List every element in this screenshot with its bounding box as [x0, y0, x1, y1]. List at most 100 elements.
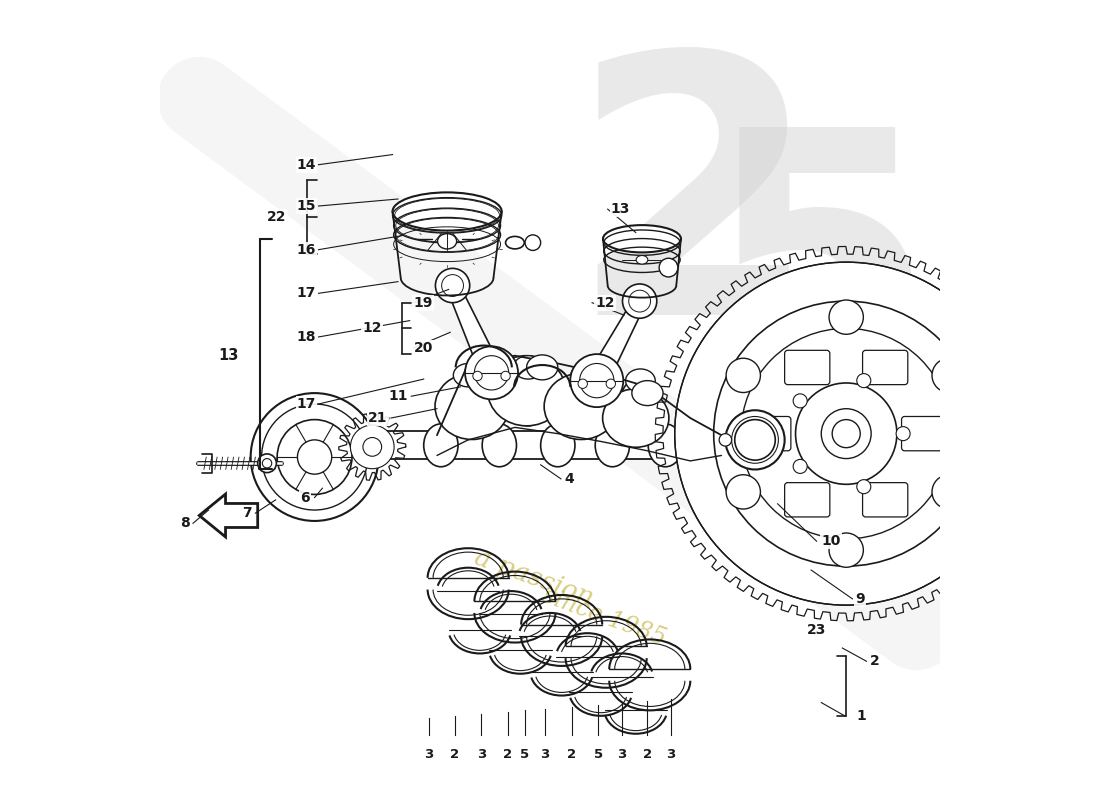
- Text: 2: 2: [568, 748, 576, 762]
- Circle shape: [263, 458, 272, 468]
- Text: 3: 3: [540, 748, 549, 762]
- Circle shape: [793, 459, 807, 474]
- Text: 2: 2: [870, 654, 879, 668]
- Circle shape: [623, 284, 657, 318]
- Ellipse shape: [482, 424, 517, 466]
- Circle shape: [436, 268, 470, 302]
- Ellipse shape: [571, 363, 601, 387]
- FancyBboxPatch shape: [784, 350, 829, 385]
- Circle shape: [579, 379, 587, 389]
- Circle shape: [793, 394, 807, 408]
- Text: 15: 15: [297, 199, 316, 213]
- Text: 22: 22: [267, 210, 286, 224]
- Ellipse shape: [540, 424, 575, 466]
- Text: 17: 17: [297, 397, 316, 411]
- Polygon shape: [587, 298, 646, 386]
- Text: 11: 11: [388, 390, 408, 403]
- Text: 2: 2: [642, 748, 652, 762]
- Ellipse shape: [527, 355, 558, 380]
- FancyBboxPatch shape: [784, 482, 829, 517]
- Text: 10: 10: [822, 534, 840, 548]
- Ellipse shape: [506, 237, 525, 249]
- Ellipse shape: [564, 371, 607, 434]
- Text: 12: 12: [362, 322, 382, 335]
- Circle shape: [932, 358, 966, 393]
- Ellipse shape: [514, 356, 543, 379]
- Text: 5: 5: [703, 116, 935, 439]
- Text: 13: 13: [218, 348, 239, 363]
- Circle shape: [277, 420, 352, 494]
- Circle shape: [857, 374, 871, 388]
- Text: 3: 3: [476, 748, 486, 762]
- Circle shape: [473, 371, 482, 381]
- Circle shape: [606, 379, 616, 389]
- Circle shape: [896, 426, 910, 441]
- Text: 23: 23: [807, 623, 827, 637]
- Ellipse shape: [603, 389, 669, 447]
- Text: since 1985: since 1985: [540, 584, 670, 650]
- Ellipse shape: [581, 365, 613, 390]
- Text: 5: 5: [520, 748, 529, 762]
- Circle shape: [659, 258, 678, 277]
- Polygon shape: [199, 494, 257, 537]
- FancyBboxPatch shape: [862, 482, 907, 517]
- Text: 2: 2: [504, 748, 513, 762]
- Text: 13: 13: [610, 202, 630, 216]
- Circle shape: [262, 404, 367, 510]
- FancyBboxPatch shape: [746, 417, 791, 450]
- Circle shape: [719, 434, 732, 446]
- Text: 2: 2: [569, 41, 820, 390]
- Text: 1: 1: [856, 709, 866, 723]
- Text: 8: 8: [180, 516, 190, 530]
- Circle shape: [833, 420, 860, 448]
- Circle shape: [829, 533, 864, 567]
- Text: 5: 5: [594, 748, 603, 762]
- Ellipse shape: [595, 424, 629, 466]
- Circle shape: [857, 480, 871, 494]
- Ellipse shape: [424, 424, 458, 466]
- Text: 21: 21: [368, 411, 388, 425]
- Text: 4: 4: [564, 472, 574, 486]
- Text: 2: 2: [450, 748, 460, 762]
- Ellipse shape: [453, 363, 483, 387]
- Text: 17: 17: [297, 286, 316, 300]
- Circle shape: [735, 420, 776, 460]
- Text: 6: 6: [300, 490, 310, 505]
- Ellipse shape: [636, 255, 648, 264]
- FancyBboxPatch shape: [862, 350, 907, 385]
- Ellipse shape: [434, 374, 509, 439]
- Circle shape: [257, 454, 276, 473]
- Circle shape: [570, 354, 624, 407]
- Text: 18: 18: [297, 330, 316, 344]
- Circle shape: [500, 371, 510, 381]
- Text: 7: 7: [243, 506, 252, 520]
- Text: 3: 3: [425, 748, 433, 762]
- Text: 3: 3: [667, 748, 675, 762]
- Circle shape: [251, 393, 378, 521]
- Text: a passion: a passion: [472, 545, 597, 611]
- Ellipse shape: [703, 424, 737, 466]
- Polygon shape: [276, 431, 752, 459]
- Ellipse shape: [469, 360, 499, 386]
- Circle shape: [829, 300, 864, 334]
- Text: 9: 9: [856, 592, 866, 606]
- Polygon shape: [447, 283, 502, 378]
- Ellipse shape: [447, 371, 490, 434]
- Ellipse shape: [619, 377, 662, 439]
- Circle shape: [351, 425, 394, 469]
- Circle shape: [725, 410, 784, 470]
- Circle shape: [297, 440, 332, 474]
- Circle shape: [822, 409, 871, 458]
- Text: 12: 12: [595, 296, 615, 310]
- Circle shape: [726, 474, 760, 509]
- Circle shape: [932, 474, 966, 509]
- Text: 19: 19: [414, 296, 433, 310]
- Ellipse shape: [626, 369, 656, 392]
- Ellipse shape: [544, 374, 618, 439]
- Circle shape: [795, 383, 896, 484]
- Text: 16: 16: [297, 242, 316, 257]
- Circle shape: [465, 346, 518, 399]
- FancyBboxPatch shape: [902, 417, 947, 450]
- Ellipse shape: [631, 381, 663, 406]
- Text: 3: 3: [617, 748, 626, 762]
